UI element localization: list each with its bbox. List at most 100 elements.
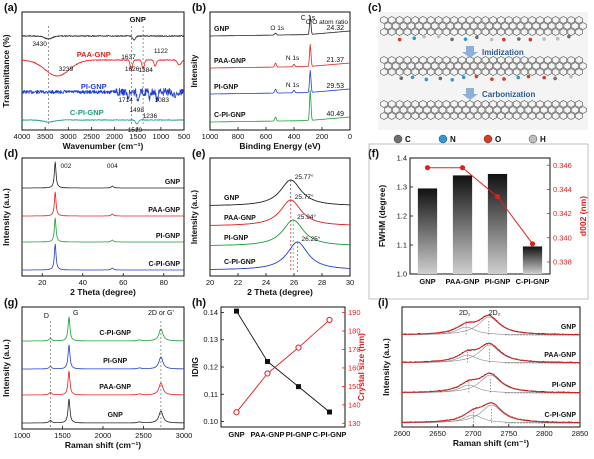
- peak-annotation: 1498: [130, 107, 145, 114]
- x-tick-label: 200: [316, 132, 329, 141]
- hexagon: [388, 68, 396, 76]
- legend-label: C: [405, 135, 411, 144]
- hexagon: [524, 62, 533, 70]
- series-line-gnp: [210, 179, 350, 206]
- hexagon: [528, 56, 536, 64]
- x-tick-label: 2500: [83, 132, 100, 141]
- category-label: GNP: [228, 430, 244, 439]
- bar-gnp: [417, 188, 438, 274]
- series-label: C-PI-GNP: [545, 412, 577, 419]
- category-label: PAA-GNP: [445, 277, 479, 286]
- hexagon: [508, 62, 517, 70]
- hexagon: [427, 100, 435, 108]
- ratio-value: 21.37: [326, 57, 344, 64]
- x-tick-label: 80: [160, 278, 168, 287]
- series-label: GNP: [224, 195, 240, 202]
- y2-tick-label: 0.340: [553, 233, 572, 242]
- hexagon: [520, 56, 529, 64]
- x-tick-label: 500: [178, 132, 191, 141]
- hexagon: [380, 100, 388, 108]
- hexagon: [411, 100, 419, 108]
- category-label: C-PI-GNP: [516, 277, 550, 286]
- hexagon: [419, 100, 427, 108]
- series-line-gnp: [21, 398, 185, 424]
- fit-envelope: [402, 372, 581, 394]
- peak-annotation: 1083: [155, 97, 170, 104]
- hexagon: [427, 16, 435, 24]
- hexagon: [427, 28, 435, 36]
- legend-label: N: [450, 135, 456, 144]
- hexagon: [466, 100, 474, 108]
- peak-annotation: 1714: [118, 97, 133, 104]
- series-label: PAA-GNP: [148, 207, 180, 214]
- hexagon: [407, 22, 416, 30]
- series-label: GNP: [165, 179, 181, 186]
- x-axis-label: 2 Theta (degree): [70, 287, 136, 297]
- hexagon: [489, 16, 497, 24]
- id-ig-marker: [296, 384, 301, 390]
- y-tick-label: 1.0: [397, 270, 407, 279]
- hexagon: [458, 112, 466, 120]
- hexagon: [473, 56, 482, 64]
- series-line-pi-gnp: [210, 70, 350, 95]
- hexagon: [547, 106, 556, 114]
- molecule-atom: [489, 37, 494, 42]
- hexagon: [532, 106, 540, 114]
- x-tick-label: 2800: [536, 429, 553, 438]
- hexagon: [516, 22, 525, 30]
- hexagon: [442, 100, 451, 108]
- molecule-atom: [517, 37, 521, 41]
- process-step-label: Imidization: [482, 48, 524, 57]
- bar-c-pi-gnp: [522, 246, 543, 274]
- series-line-gnp: [22, 161, 184, 189]
- peak-annotation: 3239: [59, 66, 74, 73]
- x-tick-label: 1500: [129, 132, 146, 141]
- hexagon: [551, 68, 560, 76]
- series-label: PI-GNP: [156, 233, 180, 240]
- series-line-pi-gnp: [21, 87, 184, 103]
- ratio-value: 24.32: [326, 25, 344, 32]
- hexagon: [547, 22, 556, 30]
- plot-frame: [21, 306, 185, 430]
- hexagon: [473, 100, 482, 108]
- hexagon: [551, 100, 560, 108]
- hexagon: [423, 62, 431, 70]
- hexagon: [512, 100, 521, 108]
- hexagon: [395, 56, 404, 64]
- hexagon: [559, 16, 568, 24]
- series-label: C-PI-GNP: [214, 112, 246, 119]
- hexagon: [540, 106, 548, 114]
- molecule-atom: [474, 74, 479, 79]
- hexagon: [458, 68, 466, 76]
- panel-label: (e): [192, 148, 206, 160]
- hexagon: [384, 62, 392, 70]
- hexagon: [508, 22, 517, 30]
- molecule-atom: [410, 75, 415, 80]
- panel-label: (b): [192, 2, 206, 14]
- hexagon: [430, 62, 439, 70]
- panel-label: (i): [378, 297, 389, 309]
- hexagon: [434, 68, 443, 76]
- hexagon: [555, 62, 564, 70]
- hexagon: [403, 16, 412, 24]
- hexagon: [544, 112, 552, 120]
- y2-axis-label: d002 (nm): [578, 196, 588, 236]
- x-axis-label: 2 Theta (degree): [247, 287, 313, 297]
- fit-envelope: [402, 314, 580, 336]
- series-line-gnp: [21, 35, 185, 41]
- hexagon: [536, 16, 544, 24]
- category-label: PI-GNP: [485, 277, 511, 286]
- peak-annotation: 3430: [32, 41, 47, 48]
- x-tick-label: 30: [346, 278, 354, 287]
- hexagon: [512, 28, 521, 36]
- hexagon: [528, 68, 536, 76]
- molecule-atom: [424, 77, 429, 82]
- hexagon: [403, 100, 412, 108]
- hexagon: [466, 28, 474, 36]
- hexagon: [520, 28, 529, 36]
- hexagon: [446, 106, 455, 114]
- hexagon: [450, 68, 458, 76]
- hexagon: [388, 16, 396, 24]
- x-tick-label: 20: [38, 278, 46, 287]
- series-line-paa-gnp: [210, 199, 350, 226]
